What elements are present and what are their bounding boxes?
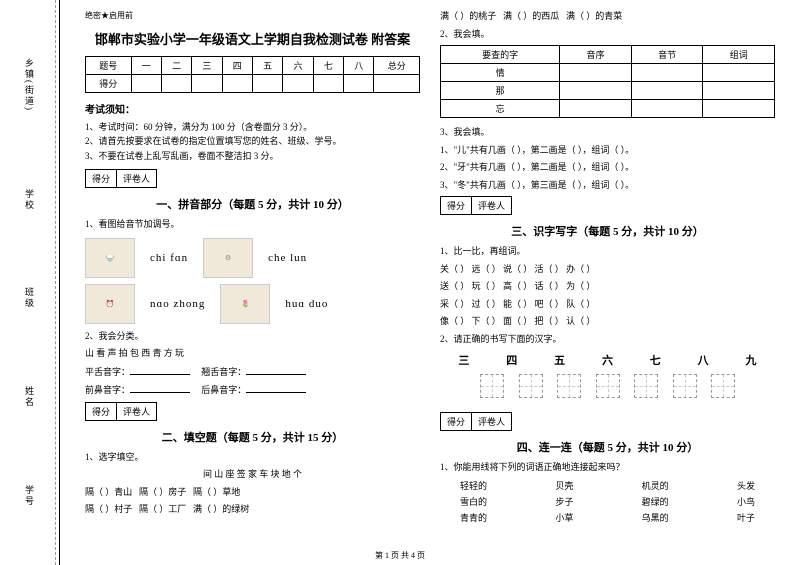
char-grid-box xyxy=(480,374,504,398)
left-column: 绝密★启用前 邯郸市实验小学一年级语文上学期自我检测试卷 附答案 题号 一 二 … xyxy=(75,10,430,555)
question-text: 2、请正确的书写下面的汉字。 xyxy=(440,333,775,347)
exam-notices: 1、考试时间：60 分钟，满分为 100 分（含卷面分 3 分）。 2、请首先按… xyxy=(85,120,420,163)
section-score-box: 得分 评卷人 xyxy=(85,169,157,188)
char-grid-box xyxy=(673,374,697,398)
fill-row: 隔（ ）青山 隔（ ）房子 隔（ ）草地 xyxy=(85,486,420,500)
exam-page: 乡镇(街道) 学校 班级 姓名 学号 绝密★启用前 邯郸市实验小学一年级语文上学… xyxy=(0,0,800,565)
question-text: 2、我会分类。 xyxy=(85,330,420,344)
grader-label: 评卷人 xyxy=(117,170,156,187)
notice-line: 1、考试时间：60 分钟，满分为 100 分（含卷面分 3 分）。 xyxy=(85,120,420,134)
secret-label: 绝密★启用前 xyxy=(85,10,420,21)
seal-line xyxy=(55,0,56,565)
table-row: 要查的字 音序 音节 组词 xyxy=(441,46,775,64)
section-4-title: 四、连一连（每题 5 分，共计 10 分） xyxy=(440,439,775,455)
match-row: 雪白的步子碧绿的小鸟 xyxy=(440,495,775,508)
question-text: 3、我会填。 xyxy=(440,126,775,140)
image-placeholder: ⏰ xyxy=(85,284,135,324)
char-options: 间 山 座 签 家 车 块 地 个 xyxy=(85,468,420,482)
notice-line: 3、不要在试卷上乱写乱画，卷面不整洁扣 3 分。 xyxy=(85,149,420,163)
match-row: 青青的小草乌黑的叶子 xyxy=(440,511,775,524)
question-text: 1、选字填空。 xyxy=(85,451,420,465)
score-label: 得分 xyxy=(86,170,117,187)
section-2-title: 二、填空题（每题 5 分，共计 15 分） xyxy=(85,429,420,445)
pinyin-text: nɑo zhong xyxy=(150,298,205,310)
fill-line: 2、"牙"共有几画（ ），第二画是（ ），组词（ ）。 xyxy=(440,161,775,175)
image-placeholder: 🌷 xyxy=(220,284,270,324)
fill-row: 满（ ）的桃子 满（ ）的西瓜 满（ ）的青菜 xyxy=(440,10,775,24)
pinyin-row: 🍚 chi fɑn ⚙ che lun xyxy=(85,238,420,278)
margin-field-school: 学校 xyxy=(23,189,36,211)
match-row: 轻轻的贝壳机灵的头发 xyxy=(440,479,775,492)
section-1-title: 一、拼音部分（每题 5 分，共计 10 分） xyxy=(85,196,420,212)
char-grid-box xyxy=(711,374,735,398)
table-row: 情 xyxy=(441,64,775,82)
pinyin-row: ⏰ nɑo zhong 🌷 huɑ duo xyxy=(85,284,420,324)
image-placeholder: 🍚 xyxy=(85,238,135,278)
table-row: 忘 xyxy=(441,100,775,118)
number-row: 三四五六七八九 xyxy=(440,352,775,368)
margin-field-name: 姓名 xyxy=(23,386,36,408)
content-area: 绝密★启用前 邯郸市实验小学一年级语文上学期自我检测试卷 附答案 题号 一 二 … xyxy=(60,0,800,565)
lookup-table: 要查的字 音序 音节 组词 情 那 忘 xyxy=(440,45,775,118)
question-text: 2、我会填。 xyxy=(440,28,775,42)
table-row: 题号 一 二 三 四 五 六 七 八 总分 xyxy=(86,57,420,75)
section-3-title: 三、识字写字（每题 5 分，共计 10 分） xyxy=(440,223,775,239)
blank-line: 平舌音字： 翘舌音字： xyxy=(85,365,420,380)
char-grid-box xyxy=(596,374,620,398)
pinyin-text: huɑ duo xyxy=(285,298,328,310)
pinyin-text: chi fɑn xyxy=(150,252,188,264)
compare-row: 像（ ） 下（ ） 面（ ） 把（ ） 认（ ） xyxy=(440,315,775,329)
compare-row: 关（ ） 远（ ） 说（ ） 活（ ） 办（ ） xyxy=(440,263,775,277)
score-summary-table: 题号 一 二 三 四 五 六 七 八 总分 得分 xyxy=(85,56,420,93)
notice-line: 2、请首先按要求在试卷的指定位置填写您的姓名、班级、学号。 xyxy=(85,134,420,148)
exam-title: 邯郸市实验小学一年级语文上学期自我检测试卷 附答案 xyxy=(85,29,420,48)
blank-line: 前鼻音字： 后鼻音字： xyxy=(85,383,420,398)
compare-row: 采（ ） 过（ ） 能（ ） 吧（ ） 队（ ） xyxy=(440,298,775,312)
char-grid-box xyxy=(634,374,658,398)
image-placeholder: ⚙ xyxy=(203,238,253,278)
section-score-box: 得分 评卷人 xyxy=(440,412,512,431)
question-text: 1、看图给音节加调号。 xyxy=(85,218,420,232)
compare-row: 送（ ） 玩（ ） 高（ ） 话（ ） 为（ ） xyxy=(440,280,775,294)
char-grid-box xyxy=(519,374,543,398)
page-footer: 第 1 页 共 4 页 xyxy=(375,550,425,561)
pinyin-text: che lun xyxy=(268,252,307,264)
notice-title: 考试须知： xyxy=(85,101,420,116)
fill-row: 隔（ ）村子 隔（ ）工厂 满（ ）的绿树 xyxy=(85,503,420,517)
char-grid-box xyxy=(557,374,581,398)
right-column: 满（ ）的桃子 满（ ）的西瓜 满（ ）的青菜 2、我会填。 要查的字 音序 音… xyxy=(430,10,785,555)
table-row: 得分 xyxy=(86,75,420,93)
char-list: 山 看 声 拍 包 西 青 方 玩 xyxy=(85,347,420,361)
margin-field-id: 学号 xyxy=(23,485,36,507)
section-score-box: 得分 评卷人 xyxy=(85,402,157,421)
question-text: 1、比一比，再组词。 xyxy=(440,245,775,259)
margin-field-township: 乡镇(街道) xyxy=(23,58,36,112)
section-score-box: 得分 评卷人 xyxy=(440,196,512,215)
writing-grid-row xyxy=(440,374,775,401)
question-text: 1、你能用线将下列的词语正确地连接起来吗？ xyxy=(440,461,775,475)
table-row: 那 xyxy=(441,82,775,100)
fill-line: 3、"冬"共有几画（ ），第三画是（ ），组词（ ）。 xyxy=(440,179,775,193)
fill-line: 1、"儿"共有几画（ ），第二画是（ ），组词（ ）。 xyxy=(440,144,775,158)
margin-field-class: 班级 xyxy=(23,287,36,309)
binding-margin: 乡镇(街道) 学校 班级 姓名 学号 xyxy=(0,0,60,565)
